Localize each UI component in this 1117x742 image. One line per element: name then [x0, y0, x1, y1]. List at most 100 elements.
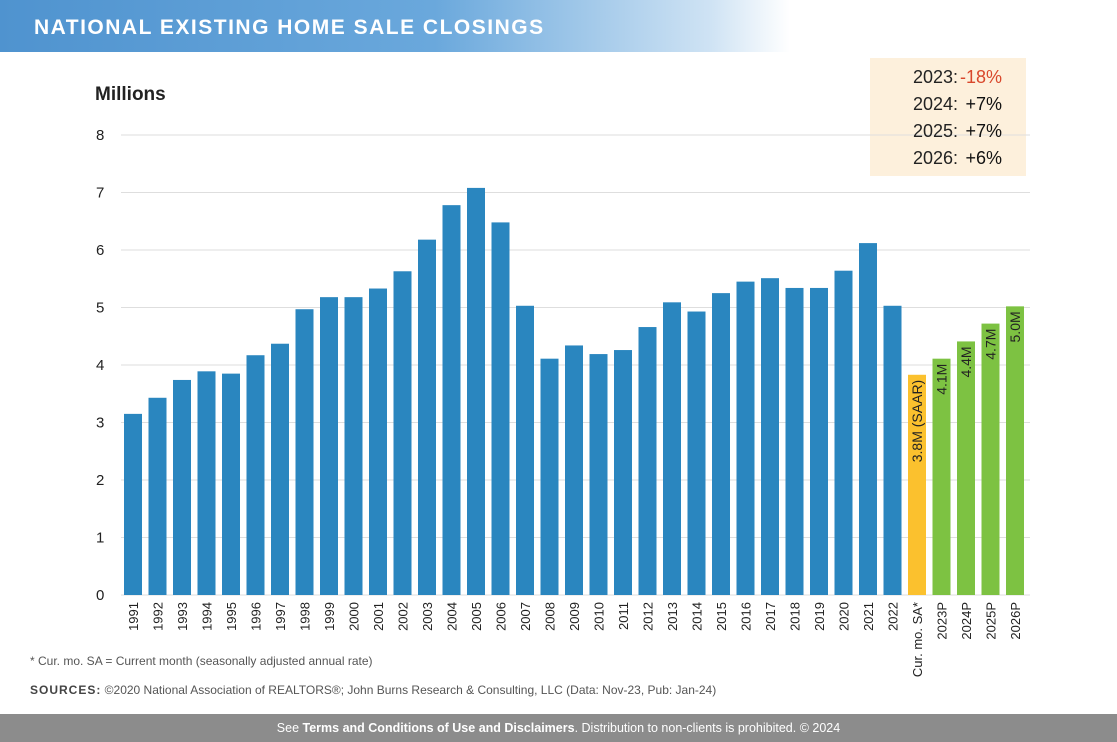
- x-tick-label: 2015: [714, 602, 729, 631]
- annotation-change: +7%: [965, 94, 1002, 114]
- y-tick-label: 8: [96, 127, 104, 144]
- annotation-change: +6%: [965, 148, 1002, 168]
- x-tick-label: 2002: [396, 602, 411, 631]
- bar: [859, 243, 877, 595]
- bar: [491, 222, 510, 595]
- bar: [197, 371, 216, 595]
- sources-text: ©2020 National Association of REALTORS®;…: [101, 683, 717, 697]
- bar: [1006, 306, 1024, 595]
- chart: Millions 0 1 2 3 4 5 6 7 8 1991 1992 1993 1994 1995 19…: [95, 58, 1030, 677]
- bar: [834, 270, 853, 595]
- bar: [736, 281, 755, 595]
- x-tick-label: 2007: [518, 602, 533, 631]
- x-tick-label: 1991: [126, 602, 141, 631]
- x-tick-label: 2009: [567, 602, 582, 631]
- bar: [393, 271, 412, 595]
- footer-link[interactable]: Terms and Conditions of Use and Disclaim…: [302, 721, 575, 735]
- header-band: NATIONAL EXISTING HOME SALE CLOSINGS: [0, 0, 790, 52]
- bar: [442, 205, 461, 595]
- x-tick-label: 2025P: [984, 602, 999, 640]
- x-tick-label: 2006: [494, 602, 509, 631]
- annotation-year: 2025:: [913, 121, 958, 141]
- y-tick-label: 5: [96, 300, 104, 317]
- x-tick-label: 1996: [249, 602, 264, 631]
- bar: [638, 327, 657, 595]
- bar: [540, 358, 559, 595]
- x-tick-label: 2026P: [1008, 602, 1023, 640]
- sources: SOURCES: ©2020 National Association of R…: [30, 683, 716, 697]
- bar: [344, 297, 363, 595]
- value-label: 5.0M: [1007, 311, 1023, 342]
- bar: [761, 278, 779, 595]
- bar: [589, 354, 608, 595]
- bar: [663, 302, 681, 595]
- x-tick-label: 1993: [175, 602, 190, 631]
- value-label: 4.7M: [983, 329, 999, 360]
- x-tick-label: 2005: [469, 602, 484, 631]
- bar: [908, 374, 926, 595]
- bar: [957, 341, 975, 595]
- footer: See Terms and Conditions of Use and Disc…: [0, 714, 1117, 742]
- bar: [173, 379, 191, 595]
- x-tick-label: 2021: [861, 602, 876, 631]
- bar: [687, 311, 706, 595]
- footer-post: . Distribution to non-clients is prohibi…: [574, 721, 841, 735]
- footnote: * Cur. mo. SA = Current month (seasonall…: [30, 654, 373, 668]
- annotation-year: 2026:: [913, 148, 958, 168]
- x-tick-label: 2013: [665, 602, 680, 631]
- x-tick-label: 2011: [616, 602, 631, 630]
- value-label: 4.4M: [958, 346, 974, 377]
- annotation-year: 2024:: [913, 94, 958, 114]
- bar: [418, 239, 436, 595]
- y-tick-label: 6: [96, 242, 104, 259]
- x-tick-label: 1998: [298, 602, 313, 631]
- bar: [467, 187, 485, 595]
- x-tick-label: 2000: [347, 602, 362, 631]
- x-tick-label: 2014: [690, 602, 705, 631]
- y-axis-label: Millions: [95, 84, 166, 105]
- x-tick-label: 1994: [200, 602, 215, 631]
- annotation-change: -18%: [960, 67, 1002, 87]
- bar: [369, 288, 387, 595]
- sources-label: SOURCES:: [30, 683, 102, 697]
- y-tick-label: 0: [96, 587, 104, 604]
- x-tick-label: Cur. mo. SA*: [910, 602, 925, 677]
- footer-pre: See: [276, 721, 303, 735]
- y-tick-label: 1: [96, 530, 104, 547]
- bar: [932, 358, 951, 595]
- x-tick-label: 2018: [788, 602, 803, 631]
- bar: [565, 345, 583, 595]
- annotation-change: +7%: [965, 121, 1002, 141]
- bar: [712, 293, 730, 595]
- y-tick-label: 7: [96, 185, 104, 202]
- x-tick-label: 2012: [641, 602, 656, 631]
- x-tick-label: 1997: [273, 602, 288, 631]
- x-tick-label: 1995: [224, 602, 239, 631]
- bar: [271, 343, 289, 595]
- x-tick-label: 2019: [812, 602, 827, 631]
- y-tick-label: 2: [96, 472, 104, 489]
- header-title: NATIONAL EXISTING HOME SALE CLOSINGS: [34, 16, 545, 39]
- bar: [516, 305, 534, 595]
- bar: [124, 413, 142, 595]
- x-tick-label: 2023P: [935, 602, 950, 640]
- x-tick-label: 2001: [371, 602, 386, 631]
- x-tick-label: 2004: [445, 602, 460, 631]
- bar: [883, 305, 902, 595]
- bar: [981, 323, 1000, 595]
- x-tick-label: 2022: [886, 602, 901, 631]
- bar: [148, 397, 167, 595]
- x-tick-label: 1999: [322, 602, 337, 631]
- x-tick-label: 2020: [837, 602, 852, 631]
- bar: [295, 309, 314, 595]
- y-tick-label: 3: [96, 415, 104, 432]
- bar: [320, 297, 338, 595]
- x-tick-label: 2003: [420, 602, 435, 631]
- bar: [810, 287, 828, 595]
- value-label: 4.1M: [934, 364, 950, 395]
- x-tick-label: 1992: [151, 602, 166, 631]
- x-tick-label: 2016: [739, 602, 754, 631]
- bar: [785, 287, 804, 595]
- bar: [614, 350, 632, 595]
